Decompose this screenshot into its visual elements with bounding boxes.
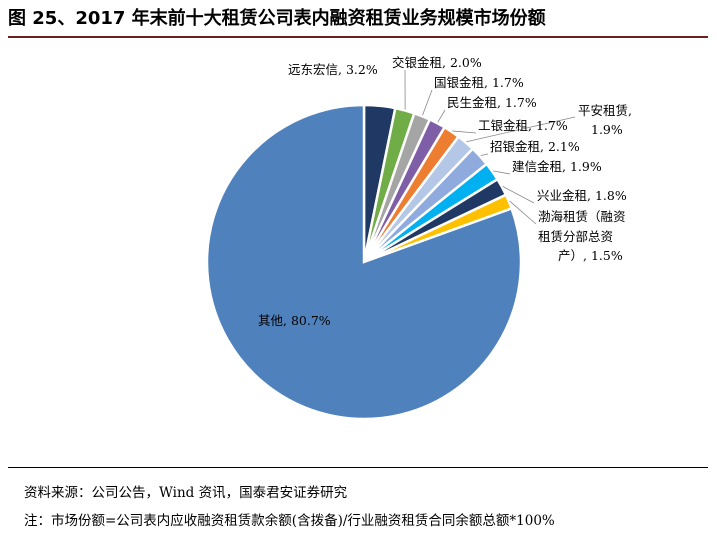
slice-label-6: 平安租赁, 1.9%: [578, 103, 632, 137]
slice-label-5: 工银金租, 1.7%: [478, 118, 568, 133]
slice-label-7: 招银金租, 2.1%: [490, 139, 580, 154]
leader-line-6: [466, 116, 576, 143]
slice-label-3: 国银金租, 1.7%: [434, 75, 524, 90]
footnote: 注：市场份额=公司表内应收融资租赁款余额(含拨备)/行业融资租赁合同余额总额*1…: [24, 513, 555, 529]
slice-label-11: 其他, 80.7%: [258, 313, 331, 328]
leader-line-9: [502, 186, 535, 204]
slice-label-4: 民生金租, 1.7%: [447, 95, 537, 110]
pie-slices: [205, 103, 523, 421]
title-divider: [8, 36, 708, 38]
figure-title: 图 25、2017 年末前十大租赁公司表内融资租赁业务规模市场份额: [8, 8, 546, 29]
leader-line-10: [509, 200, 537, 225]
footer-divider: [8, 467, 708, 468]
slice-labels: 远东宏信, 3.2% 交银金租, 2.0% 国银金租, 1.7% 民生金租, 1.7%…: [258, 55, 632, 328]
source-note: 资料来源：公司公告，Wind 资讯，国泰君安证券研究: [24, 485, 348, 501]
leader-line-4: [437, 109, 446, 123]
leader-line-7: [480, 153, 489, 156]
pie-slice-11: [205, 103, 523, 421]
leader-line-5: [452, 130, 477, 134]
slice-label-1: 远东宏信, 3.2%: [288, 62, 378, 77]
slice-label-2: 交银金租, 2.0%: [392, 55, 482, 70]
slice-label-9: 兴业金租, 1.8%: [537, 188, 627, 203]
slice-label-10: 渤海租赁（融资租赁分部总资产）, 1.5%: [538, 209, 626, 263]
leader-lines: [404, 69, 576, 225]
slice-label-8: 建信金租, 1.9%: [512, 159, 602, 174]
leader-line-3: [422, 89, 433, 116]
leader-line-8: [493, 170, 511, 175]
